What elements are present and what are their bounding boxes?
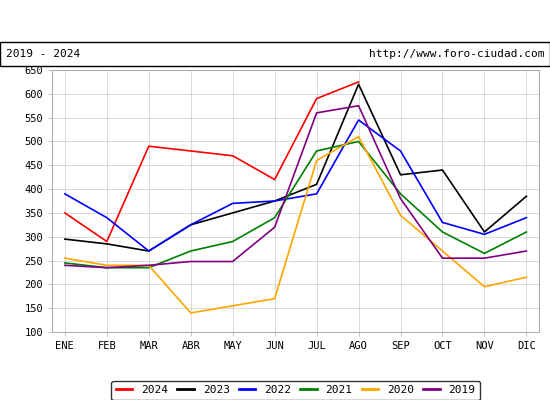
Legend: 2024, 2023, 2022, 2021, 2020, 2019: 2024, 2023, 2022, 2021, 2020, 2019 — [111, 381, 480, 400]
Text: http://www.foro-ciudad.com: http://www.foro-ciudad.com — [369, 49, 544, 59]
Text: Evolucion Nº Turistas Extranjeros en el municipio de Cambre: Evolucion Nº Turistas Extranjeros en el … — [28, 14, 522, 28]
Text: 2019 - 2024: 2019 - 2024 — [6, 49, 80, 59]
